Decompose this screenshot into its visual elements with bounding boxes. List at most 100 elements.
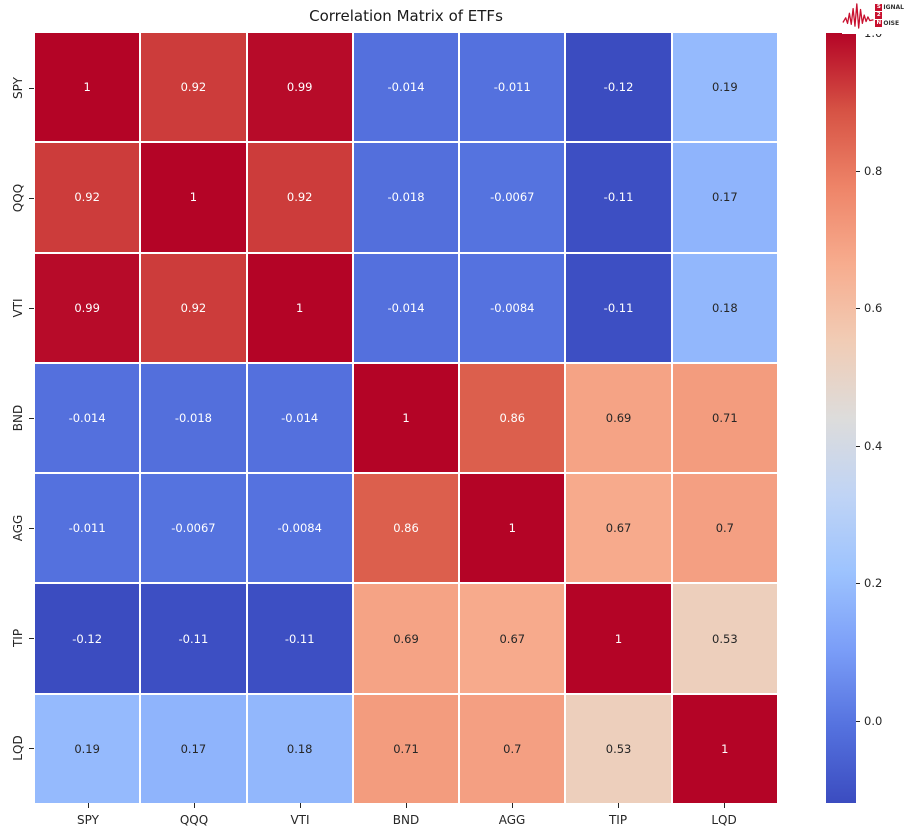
heatmap-cell-LQD-TIP: 0.53: [566, 694, 671, 803]
logo-line-noise: N OISE: [875, 20, 904, 27]
heatmap-cell-BND-TIP: 0.69: [566, 363, 671, 473]
colorbar-tick-mark: [856, 308, 860, 309]
y-axis-label-TIP: TIP: [11, 628, 25, 648]
x-tick-mark: [88, 803, 89, 808]
heatmap-cell-VTI-QQQ: 0.92: [141, 253, 246, 362]
x-axis-label-BND: BND: [392, 813, 420, 827]
heatmap-cell-SPY-LQD: 0.19: [672, 33, 777, 142]
colorbar-tick-mark: [856, 720, 860, 722]
heatmap-cell-LQD-BND: 0.71: [353, 694, 459, 803]
y-axis-label-BND: BND: [11, 404, 25, 432]
colorbar: 1.00.80.60.40.20.0: [826, 26, 904, 803]
y-axis-label-VTI: VTI: [11, 298, 25, 318]
heatmap-cell-VTI-BND: -0.014: [353, 253, 459, 362]
signal-2-noise-logo: S IGNAL 2 N OISE: [842, 0, 904, 34]
x-axis-label-VTI: VTI: [290, 813, 310, 827]
x-axis-label-QQQ: QQQ: [179, 813, 209, 827]
x-tick-mark: [300, 803, 301, 808]
heatmap-cell-LQD-QQQ: 0.17: [141, 694, 246, 803]
heatmap-cell-AGG-TIP: 0.67: [566, 474, 671, 583]
colorbar-tick-label-0.6: 0.6: [864, 301, 883, 315]
heatmap-cell-TIP-VTI: -0.11: [247, 584, 352, 693]
heatmap-cell-QQQ-SPY: 0.92: [35, 143, 140, 252]
ecg-waveform-icon: [842, 3, 874, 29]
heatmap-cell-TIP-SPY: -0.12: [35, 584, 140, 693]
heatmap-cell-AGG-QQQ: -0.0067: [141, 474, 246, 583]
heatmap-grid: 1 0.92 0.99 -0.014 -0.011 -0.12 0.19 0.92 1 0.92-…: [35, 33, 777, 803]
logo-text-oise: OISE: [883, 20, 900, 27]
logo-letterbox-s: S: [875, 4, 883, 11]
heatmap-cell-TIP-LQD: 0.53: [672, 584, 777, 693]
logo-text-ignal: IGNAL: [883, 4, 904, 11]
heatmap-cell-AGG-VTI: -0.0084: [247, 474, 352, 583]
heatmap-cell-VTI-SPY: 0.99: [35, 253, 140, 362]
y-tick-mark: [29, 638, 34, 639]
heatmap-cell-QQQ-BND: -0.018: [353, 143, 459, 252]
y-axis-label-LQD: LQD: [11, 735, 25, 761]
heatmap-cell-LQD-SPY: 0.19: [35, 694, 140, 803]
heatmap-cell-SPY-AGG: -0.011: [460, 33, 565, 142]
y-tick-mark: [29, 748, 34, 749]
logo-letterbox-2: 2: [875, 12, 883, 19]
colorbar-tick-label-0.8: 0.8: [864, 163, 883, 178]
colorbar-tick-label-0.0: 0.0: [864, 713, 883, 728]
y-axis-label-SPY: SPY: [11, 77, 25, 99]
y-tick-mark: [29, 418, 34, 419]
heatmap-cell-TIP-TIP: 1: [566, 584, 671, 693]
heatmap-cell-SPY-BND: -0.014: [353, 33, 459, 142]
heatmap-cell-QQQ-QQQ: 1: [141, 143, 246, 252]
heatmap-cell-QQQ-LQD: 0.17: [672, 143, 777, 252]
x-tick-mark: [406, 803, 407, 808]
heatmap-cell-SPY-QQQ: 0.92: [141, 33, 246, 142]
heatmap-cell-LQD-AGG: 0.7: [460, 694, 565, 803]
x-axis-label-LQD: LQD: [711, 813, 737, 827]
colorbar-tick-mark: [856, 583, 860, 584]
heatmap-cell-AGG-SPY: -0.011: [35, 474, 140, 583]
heatmap-cell-SPY-TIP: -0.12: [566, 33, 671, 142]
colorbar-tick-mark: [856, 445, 860, 447]
heatmap-cell-SPY-SPY: 1: [35, 33, 140, 142]
y-tick-mark: [29, 88, 34, 89]
colorbar-tick-label-0.2: 0.2: [864, 576, 883, 590]
heatmap-cell-BND-VTI: -0.014: [247, 363, 352, 473]
heatmap-cell-BND-SPY: -0.014: [35, 363, 140, 473]
heatmap-cell-TIP-BND: 0.69: [353, 584, 459, 693]
heatmap-cell-SPY-VTI: 0.99: [247, 33, 352, 142]
heatmap-cell-TIP-QQQ: -0.11: [141, 584, 246, 693]
heatmap-cell-VTI-LQD: 0.18: [672, 253, 777, 362]
x-axis-label-TIP: TIP: [608, 813, 628, 827]
x-axis-label-SPY: SPY: [77, 813, 99, 827]
chart-title: Correlation Matrix of ETFs: [309, 7, 503, 25]
heatmap-cell-BND-BND: 1: [353, 363, 459, 473]
heatmap-cell-AGG-AGG: 1: [460, 474, 565, 583]
y-axis-label-AGG: AGG: [11, 514, 25, 542]
logo-line-2: 2: [875, 12, 904, 19]
heatmap-cell-LQD-LQD: 1: [672, 694, 777, 803]
x-tick-mark: [618, 803, 619, 808]
heatmap-cell-QQQ-TIP: -0.11: [566, 143, 671, 252]
heatmap-cell-VTI-AGG: -0.0084: [460, 253, 565, 362]
x-tick-mark: [512, 803, 513, 808]
y-tick-mark: [29, 528, 34, 529]
y-tick-mark: [29, 198, 34, 199]
heatmap-cell-LQD-VTI: 0.18: [247, 694, 352, 803]
colorbar-gradient: [826, 33, 856, 803]
logo-line-signal: S IGNAL: [875, 4, 904, 11]
y-axis-label-QQQ: QQQ: [11, 183, 25, 213]
heatmap-cell-QQQ-AGG: -0.0067: [460, 143, 565, 252]
heatmap-cell-VTI-TIP: -0.11: [566, 253, 671, 362]
logo-letterbox-n: N: [875, 20, 883, 27]
heatmap-cell-BND-AGG: 0.86: [460, 363, 565, 473]
heatmap-cell-BND-QQQ: -0.018: [141, 363, 246, 473]
colorbar-tick-label-0.4: 0.4: [864, 438, 883, 453]
x-axis-label-AGG: AGG: [498, 813, 526, 827]
colorbar-tick-mark: [856, 170, 860, 172]
heatmap-cell-AGG-LQD: 0.7: [672, 474, 777, 583]
x-tick-mark: [724, 803, 725, 808]
y-tick-mark: [29, 308, 34, 309]
heatmap-cell-BND-LQD: 0.71: [672, 363, 777, 473]
heatmap-cell-AGG-BND: 0.86: [353, 474, 459, 583]
logo-text: S IGNAL 2 N OISE: [875, 0, 904, 27]
heatmap-cell-VTI-VTI: 1: [247, 253, 352, 362]
